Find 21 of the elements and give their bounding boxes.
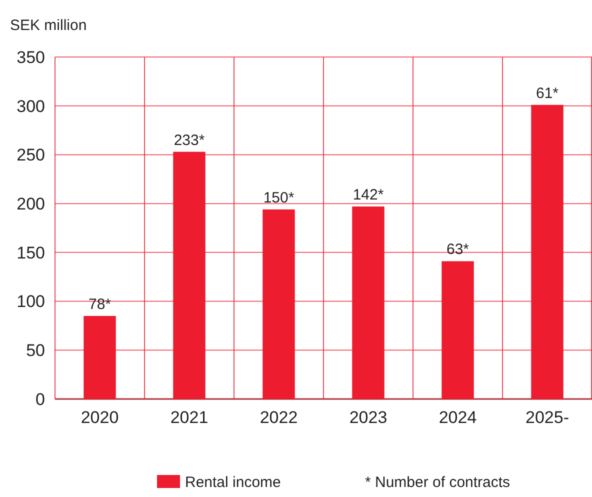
y-tick-label: 300 [16,96,45,116]
y-tick-label: 50 [26,341,45,360]
y-tick-label: 250 [16,146,45,165]
text: 142* [352,186,384,204]
y-axis-title: SEK million [10,17,87,34]
y-tick-label: 150 [16,243,45,262]
y-tick-label: 0 [36,390,45,409]
x-tick-label: 2025- [526,408,569,427]
x-tick-label: 2023 [349,408,388,427]
y-tick-label: 350 [16,48,45,67]
text: 150* [263,189,294,206]
y-tick-label: 100 [16,292,45,312]
x-tick-label: 2022 [260,408,298,427]
text: 61* [536,84,559,102]
x-tick-label: 2024 [438,408,477,427]
text: * Number of contracts [365,474,510,491]
x-tick-label: 2020 [80,408,119,427]
x-tick-label: 2021 [170,408,208,427]
text: 233* [174,132,205,149]
legend-label: Rental income [185,474,281,491]
y-tick-label: 200 [16,194,45,214]
